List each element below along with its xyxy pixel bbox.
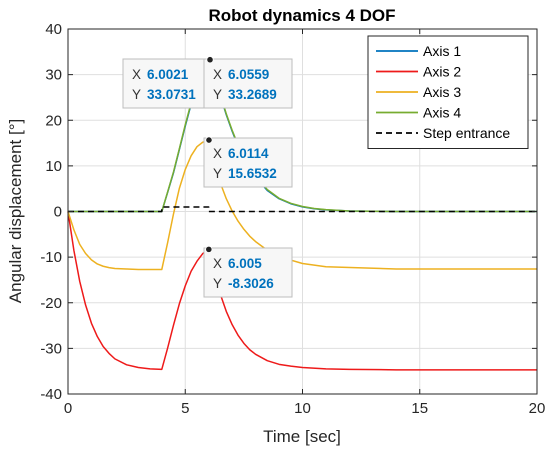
datatip-x-key: X xyxy=(213,67,222,82)
datatip-y-value: 33.2689 xyxy=(228,87,277,102)
datatip-marker xyxy=(206,56,214,64)
x-tick-label: 15 xyxy=(411,400,428,417)
legend-label: Axis 3 xyxy=(423,84,461,100)
datatip-x-key: X xyxy=(213,256,222,271)
y-tick-label: -40 xyxy=(40,386,62,403)
y-tick-label: -20 xyxy=(40,295,62,312)
y-tick-label: -30 xyxy=(40,340,62,357)
datatips: X 6.0021 Y 33.0731 X 6.0559 Y 33.2689 X 6.0114 Y 15… xyxy=(122,56,293,298)
y-tick-label: -10 xyxy=(40,249,62,266)
x-tick-label: 0 xyxy=(64,400,72,417)
datatip-y-key: Y xyxy=(213,87,222,102)
x-tick-label: 10 xyxy=(294,400,311,417)
datatip: X 6.0114 Y 15.6532 xyxy=(203,136,293,188)
y-axis-label: Angular displacement [°] xyxy=(6,119,25,303)
series-line-3 xyxy=(67,139,537,271)
y-tick-label: 40 xyxy=(45,21,62,38)
datatip-y-value: 15.6532 xyxy=(228,166,277,181)
datatip-x-value: 6.0559 xyxy=(228,67,269,82)
y-tick-label: 20 xyxy=(45,112,62,129)
x-tick-label: 5 xyxy=(181,400,189,417)
x-tick-label: 20 xyxy=(529,400,546,417)
datatip-x-value: 6.005 xyxy=(228,256,262,271)
legend-label: Axis 2 xyxy=(423,64,461,80)
chart-title: Robot dynamics 4 DOF xyxy=(208,6,395,25)
datatip-y-value: -8.3026 xyxy=(228,276,274,291)
y-tick-label: 10 xyxy=(45,158,62,175)
x-axis-label: Time [sec] xyxy=(263,427,341,446)
legend-label: Axis 1 xyxy=(423,43,461,59)
datatip-marker xyxy=(205,136,213,144)
datatip: X 6.005 Y -8.3026 xyxy=(203,245,293,298)
datatip-y-key: Y xyxy=(213,166,222,181)
datatip-box xyxy=(203,58,293,109)
datatip-x-value: 6.0114 xyxy=(228,146,269,161)
datatip: X 6.0559 Y 33.2689 xyxy=(203,56,293,109)
legend: Axis 1 Axis 2 Axis 3 Axis 4 Step entrance xyxy=(367,35,529,149)
datatip-x-value: 6.0021 xyxy=(147,67,189,82)
series-line-2 xyxy=(67,211,537,371)
datatip-y-value: 33.0731 xyxy=(147,87,196,102)
datatip-x-key: X xyxy=(132,67,141,82)
datatip-y-key: Y xyxy=(132,87,141,102)
datatip: X 6.0021 Y 33.0731 xyxy=(122,57,213,109)
datatip-box xyxy=(122,58,212,109)
y-tick-label: 30 xyxy=(45,67,62,84)
legend-label: Step entrance xyxy=(423,125,510,141)
datatip-x-key: X xyxy=(213,146,222,161)
datatip-marker xyxy=(205,245,213,253)
series-line-5 xyxy=(68,206,537,213)
y-tick-label: 0 xyxy=(54,204,62,221)
legend-label: Axis 4 xyxy=(423,105,461,121)
ticks: 0 5 10 15 20 -40 -30 -20 -10 0 10 20 30 40 xyxy=(40,21,545,417)
datatip-box xyxy=(203,137,293,188)
datatip-y-key: Y xyxy=(213,276,222,291)
series-line-4 xyxy=(68,58,537,213)
series-layer xyxy=(67,58,537,371)
datatip-box xyxy=(203,247,293,298)
